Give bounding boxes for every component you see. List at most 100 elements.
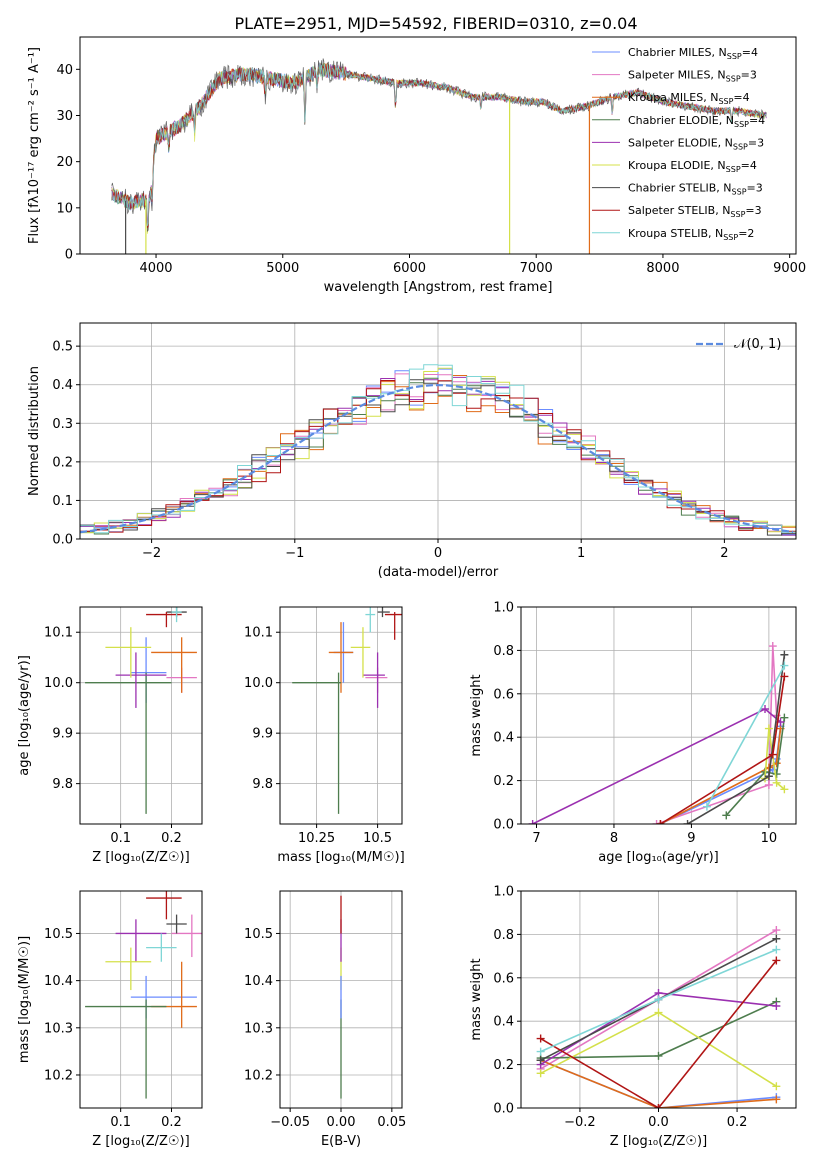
weight-marker (780, 661, 789, 670)
legend-entry: Salpeter MILES, NSSP=3 (628, 69, 757, 84)
weight-marker (772, 778, 781, 787)
weight-marker (654, 1051, 663, 1060)
y-tick-label: 10.3 (44, 1021, 73, 1036)
y-tick-label: 0.2 (493, 1058, 514, 1073)
legend-sub: SSP (727, 52, 742, 61)
errorbar-salpeter_miles (365, 667, 388, 693)
y-tick-label: 9.9 (252, 727, 273, 742)
y-tick-label: 1.0 (493, 601, 514, 616)
y-tick-label: 10.2 (244, 1068, 273, 1083)
weight-marker (780, 713, 789, 722)
legend-sub: SSP (734, 120, 749, 129)
legend-entry: Kroupa ELODIE, NSSP=4 (628, 159, 757, 174)
x-axis-label: Z [log₁₀(Z/Z☉)] (92, 850, 189, 865)
legend-entry: Kroupa MILES, NSSP=4 (628, 91, 750, 106)
y-tick-label: 30 (56, 109, 73, 124)
weight-marker (772, 1002, 781, 1011)
x-tick-label: 10.25 (298, 831, 335, 846)
y-tick-label: 40 (56, 63, 73, 78)
axes-frame (79, 36, 797, 255)
y-tick-label: 0 (65, 248, 73, 263)
panel-spectrum: 4000 5000 6000 7000 8000 9000 0 10 20 30 40 wavelen… (27, 14, 806, 295)
y-axis-label: mass [log₁₀(M/M☉)] (17, 936, 32, 1063)
errorbar-chabrier_stelib (166, 914, 187, 934)
panel-residuals: −2 −1 0 1 2 0.0 0.1 0.2 0.3 0.4 0.5 (data-model)/er… (27, 322, 797, 580)
errorbar-salpeter_stelib (146, 612, 182, 628)
panel-age-weight: 7 8 9 10 0.0 0.2 0.4 0.6 0.8 1.0 age [log₁₀(age/yr… (469, 601, 797, 865)
y-tick-label: 0.5 (52, 340, 73, 355)
legend-tail: =4 (742, 46, 758, 59)
y-tick-label: 0.4 (493, 1015, 514, 1030)
x-tick-label: 0.0 (648, 1115, 669, 1130)
weight-marker (772, 770, 781, 779)
panel-ebv-mass: −0.05 0.00 0.05 10.2 10.3 10.4 10.5 E(B-V) (244, 890, 406, 1149)
x-tick-label: 7 (532, 831, 540, 846)
errorbar-chabrier_miles (130, 975, 197, 1019)
legend-entry: Salpeter STELIB, NSSP=3 (628, 204, 762, 219)
chart-title: PLATE=2951, MJD=54592, FIBERID=0310, z=0… (234, 14, 637, 33)
weight-marker (656, 820, 665, 824)
axes-frame (79, 322, 797, 540)
x-tick-label: 10 (761, 831, 778, 846)
legend-entry: 𝒩(0, 1) (734, 337, 781, 352)
legend-entry: Chabrier MILES, NSSP=4 (628, 46, 758, 61)
axes-frame (279, 606, 403, 825)
axes-frame (520, 890, 797, 1109)
weight-line-kroupa_miles (540, 1059, 777, 1108)
axes-frame (79, 606, 203, 825)
y-tick-label: 0.4 (493, 731, 514, 746)
legend-tail: =3 (741, 69, 757, 82)
x-axis-label: Z [log₁₀(Z/Z☉)] (610, 1134, 707, 1149)
legend-tail: =3 (748, 136, 764, 149)
weight-marker (764, 772, 773, 781)
y-tick-label: 20 (56, 155, 73, 170)
x-axis-label: wavelength [Angstrom, rest frame] (324, 280, 553, 295)
y-tick-label: 0.0 (52, 533, 73, 548)
weight-marker (772, 934, 781, 943)
weight-marker (536, 1056, 545, 1065)
errorbar-kroupa_stelib (146, 933, 177, 962)
weight-marker (764, 724, 773, 733)
y-tick-label: 10.5 (244, 927, 273, 942)
weight-line-salpeter_stelib (540, 959, 778, 1108)
y-tick-label: 10.1 (244, 626, 273, 641)
weight-marker (722, 811, 731, 820)
weight-marker (768, 642, 777, 651)
y-tick-label: 10.1 (44, 626, 73, 641)
legend-sub: SSP (730, 210, 745, 219)
y-tick-label: 10.0 (44, 676, 73, 691)
weight-marker (654, 1008, 663, 1017)
errorbar-kroupa_miles (328, 622, 354, 693)
x-tick-label: 0.1 (110, 831, 131, 846)
plot-area (85, 891, 202, 1099)
weight-marker (702, 802, 711, 811)
plot-area (85, 607, 197, 814)
x-axis-label: Z [log₁₀(Z/Z☉)] (92, 1134, 189, 1149)
y-tick-label: 10.5 (44, 927, 73, 942)
errorbar-kroupa_elodie (350, 627, 371, 678)
legend-label: Kroupa MILES, N (628, 91, 718, 104)
weight-line-chabrier_elodie (725, 717, 786, 816)
weight-marker (772, 956, 781, 965)
errorbar-kroupa_elodie (105, 627, 152, 678)
y-tick-label: 0.0 (493, 818, 514, 833)
errorbar-salpeter_stelib (146, 891, 182, 920)
x-tick-label: 0.2 (161, 1115, 182, 1130)
legend-tail: =4 (733, 91, 749, 104)
legend-tail: =3 (747, 182, 763, 195)
y-tick-label: 10.2 (44, 1068, 73, 1083)
x-tick-label: 1 (577, 546, 585, 561)
errorbar-kroupa_miles (151, 637, 197, 693)
legend-label: Chabrier STELIB, N (628, 182, 732, 195)
weight-marker (768, 750, 777, 759)
weight-marker (780, 672, 789, 681)
legend-sub: SSP (732, 188, 747, 197)
x-tick-label: 0.2 (727, 1115, 748, 1130)
weight-marker (772, 1082, 781, 1091)
weight-line-salpeter_miles (656, 646, 778, 824)
x-tick-label: 8000 (646, 261, 679, 276)
legend-label: Salpeter STELIB, N (628, 204, 730, 217)
x-tick-label: −2 (142, 546, 161, 561)
legend-label: Salpeter MILES, N (628, 69, 726, 82)
spectrum-line-kroupa_stelib (111, 62, 767, 226)
